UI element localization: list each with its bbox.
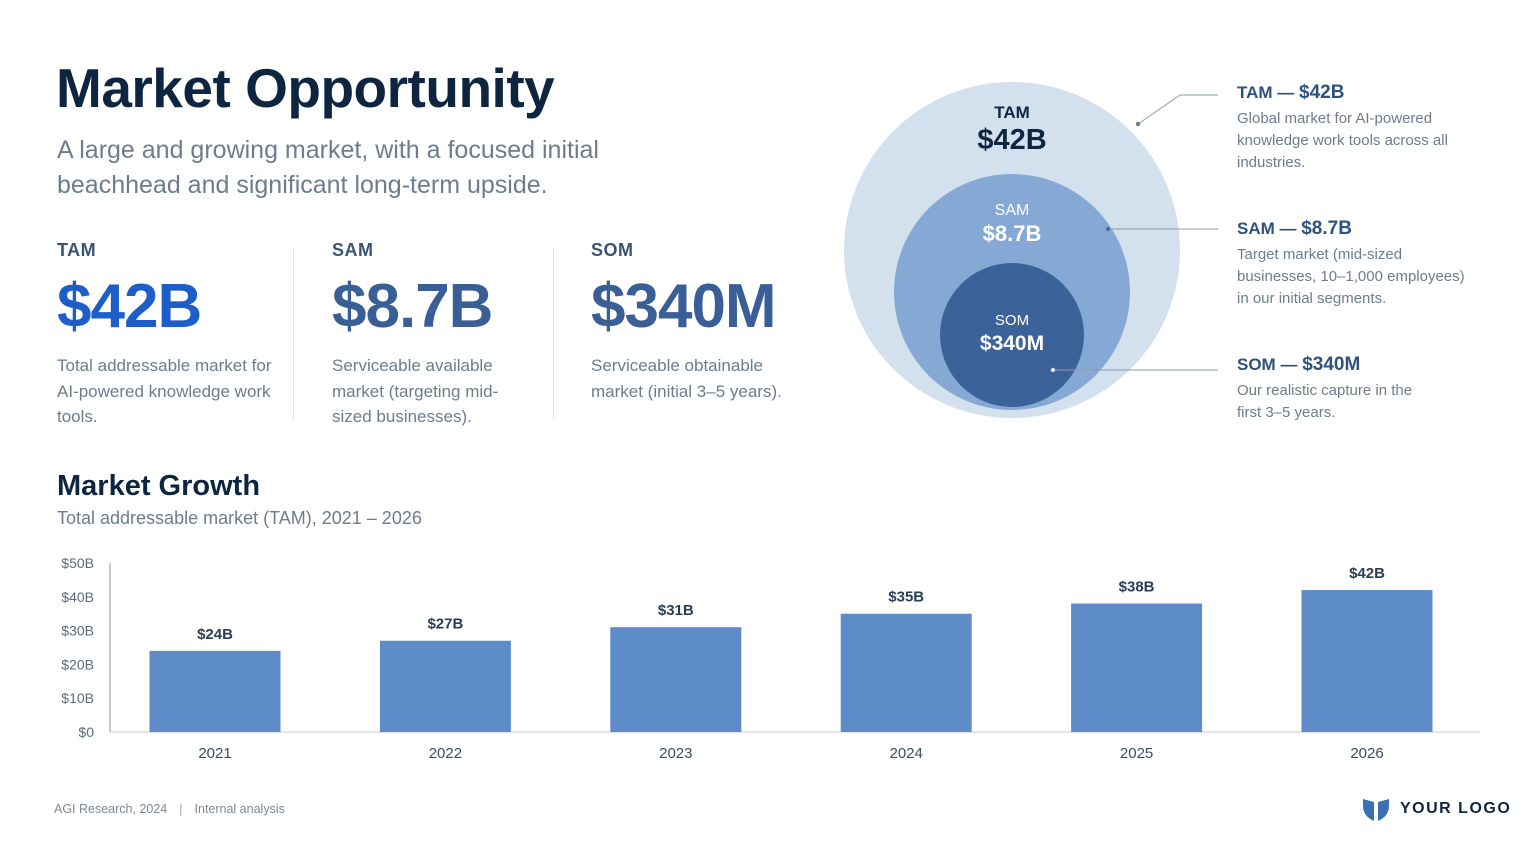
shield-logo-icon: [1363, 799, 1389, 821]
logo-text: YOUR LOGO: [1400, 800, 1512, 817]
annotation-tam-label: TAM —: [1237, 83, 1295, 102]
bar-value-label-2025: $38B: [1119, 579, 1155, 596]
x-axis-ticks: 2021 2022 2023 2024 2025 2026: [198, 745, 1383, 762]
annotation-tam: TAM — $42B Global market for AI-powered …: [1237, 82, 1497, 174]
bar-2026: [1301, 590, 1433, 732]
annotation-sam-text: Target market (mid-sized businesses, 10–…: [1237, 246, 1465, 307]
som-leader-dot: [1050, 367, 1056, 373]
stat-tam-label: TAM: [57, 240, 97, 260]
tam-leader-line: [1137, 94, 1218, 125]
bar-value-label-2021: $24B: [197, 626, 233, 643]
y-tick-label: $30B: [61, 623, 94, 639]
y-tick-label: $40B: [61, 589, 94, 605]
market-growth-chart: $0$10B$20B$30B$40B$50B $24B$27B$31B$35B$…: [61, 555, 1480, 762]
footer-source: AGI Research, 2024: [54, 802, 168, 816]
x-tick-label-2024: 2024: [890, 745, 923, 762]
market-size-circles: TAM $42B SAM $8.7B SOM $340M: [844, 82, 1218, 418]
y-axis-ticks: $0 $10B $20B $30B $40B $50B: [61, 555, 94, 740]
bar-2025: [1071, 603, 1203, 732]
sam-circle-label: SAM: [995, 202, 1030, 219]
stat-som: SOM $340M Serviceable obtainable market …: [591, 240, 811, 404]
y-tick-label: $20B: [61, 656, 94, 672]
stat-som-value: $340M: [591, 272, 777, 341]
bar-2022: [379, 640, 511, 732]
y-tick-label: $50B: [61, 555, 94, 571]
stat-tam: TAM $42B Total addressable market for AI…: [57, 240, 277, 430]
annotation-sam-value: $8.7B: [1301, 218, 1352, 239]
stat-sam-description: Serviceable available market (targeting …: [332, 356, 499, 426]
bar-2024: [840, 613, 972, 732]
logo: YOUR LOGO: [1362, 796, 1511, 822]
som-circle-value: $340M: [980, 332, 1044, 355]
annotation-som-value: $340M: [1302, 354, 1361, 375]
annotation-sam-label: SAM —: [1237, 219, 1297, 238]
stat-divider: [553, 248, 554, 420]
stat-tam-description: Total addressable market for AI-powered …: [57, 356, 272, 426]
bar-series: [149, 590, 1433, 732]
annotation-som-text: Our realistic capture in the first 3–5 y…: [1237, 382, 1413, 421]
stat-sam: SAM $8.7B Serviceable available market (…: [332, 240, 532, 430]
bar-value-label-2024: $35B: [888, 589, 924, 606]
bar-value-label-2026: $42B: [1349, 565, 1385, 582]
page-title: Market Opportunity: [56, 57, 555, 119]
stat-tam-value: $42B: [57, 272, 202, 341]
bar-value-label-2023: $31B: [658, 602, 694, 619]
bar-2023: [610, 627, 742, 732]
bar-2021: [149, 650, 281, 732]
stat-divider: [293, 248, 294, 420]
page-subtitle: A large and growing market, with a focus…: [57, 136, 599, 199]
annotation-tam-value: $42B: [1299, 82, 1345, 103]
annotation-som: SOM — $340M Our realistic capture in the…: [1237, 354, 1497, 424]
x-tick-label-2022: 2022: [429, 745, 462, 762]
stat-sam-value: $8.7B: [332, 272, 493, 341]
annotation-som-label: SOM —: [1237, 355, 1298, 374]
annotation-sam: SAM — $8.7B Target market (mid-sized bus…: [1237, 218, 1497, 310]
growth-subtitle: Total addressable market (TAM), 2021 – 2…: [57, 508, 422, 528]
footer-separator: |: [179, 802, 183, 816]
footer-note: Internal analysis: [194, 802, 285, 816]
tam-circle-value: $42B: [977, 124, 1046, 156]
y-tick-label: $10B: [61, 690, 94, 706]
x-tick-label-2023: 2023: [659, 745, 692, 762]
annotation-tam-text: Global market for AI-powered knowledge w…: [1237, 110, 1448, 171]
bar-data-labels: $24B $27B $31B $35B $38B $42B: [197, 565, 1385, 643]
tam-leader-dot: [1135, 121, 1141, 127]
stat-som-description: Serviceable obtainable market (initial 3…: [591, 356, 782, 401]
y-tick-label: $0: [78, 724, 94, 740]
stat-sam-label: SAM: [332, 240, 374, 260]
x-tick-label-2025: 2025: [1120, 745, 1153, 762]
som-circle: [940, 263, 1084, 407]
x-tick-label-2026: 2026: [1350, 745, 1383, 762]
growth-title: Market Growth: [57, 470, 261, 502]
bar-value-label-2022: $27B: [427, 616, 463, 633]
tam-circle-label: TAM: [994, 103, 1030, 122]
sam-circle-value: $8.7B: [983, 221, 1042, 246]
sam-leader-dot: [1105, 226, 1111, 232]
x-tick-label-2021: 2021: [198, 745, 231, 762]
som-circle-label: SOM: [995, 312, 1029, 329]
footer: AGI Research, 2024 | Internal analysis: [54, 802, 285, 816]
stat-som-label: SOM: [591, 240, 634, 260]
